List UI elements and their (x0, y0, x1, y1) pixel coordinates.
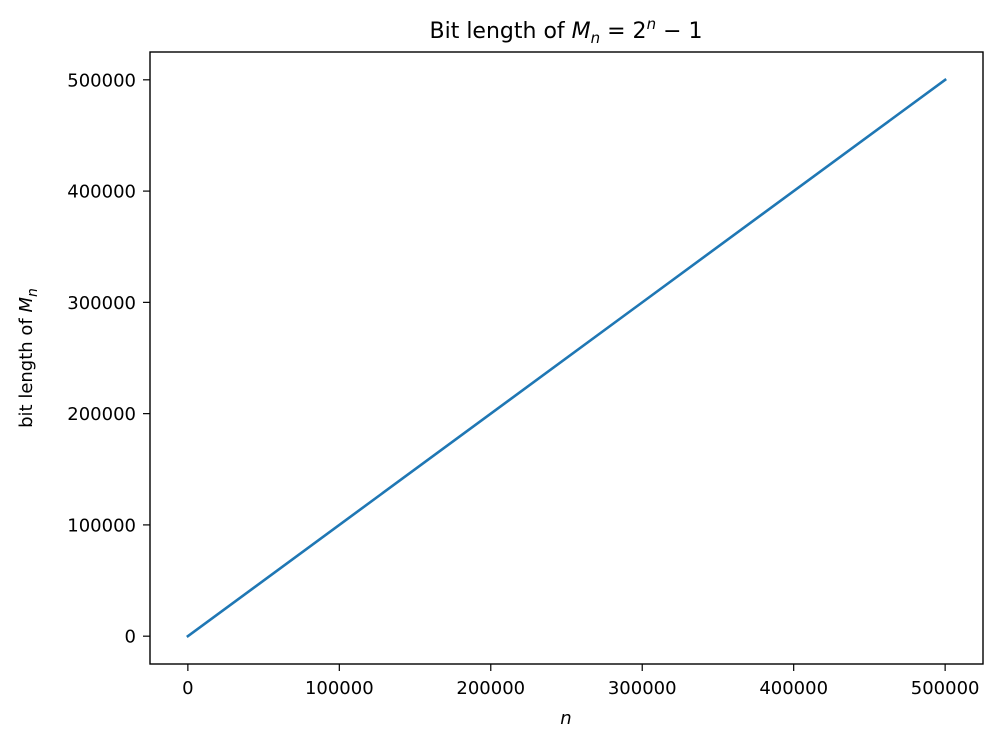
x-tick-label: 300000 (608, 678, 677, 699)
x-axis-label: n (560, 708, 571, 729)
title-var: M (572, 19, 591, 44)
y-tick-label: 300000 (67, 293, 136, 314)
y-axis-label: bit length of Mn (16, 288, 41, 428)
y-tick-label: 400000 (67, 182, 136, 203)
ylabel-var: M (16, 297, 37, 313)
series-line-0 (186, 78, 947, 638)
x-tick-label: 200000 (456, 678, 525, 699)
y-tick-label: 500000 (67, 70, 136, 91)
x-tick-label: 0 (182, 678, 193, 699)
chart-title: Bit length of Mn = 2n − 1 (430, 15, 703, 47)
ylabel-sub: n (25, 288, 41, 297)
x-axis-ticks: 0 100000 200000 300000 400000 500000 (182, 664, 979, 699)
y-tick-label: 100000 (67, 515, 136, 536)
x-tick-label: 500000 (911, 678, 980, 699)
title-eq: = 2 (600, 19, 646, 44)
x-tick-label: 400000 (759, 678, 828, 699)
title-suffix: − 1 (656, 19, 702, 44)
y-axis-ticks: 0 100000 200000 300000 400000 500000 (67, 70, 150, 648)
y-tick-label: 200000 (67, 404, 136, 425)
title-sup: n (647, 15, 657, 33)
plot-area (186, 78, 947, 638)
y-tick-label: 0 (125, 627, 136, 648)
title-sub: n (591, 29, 601, 47)
axes-frame (149, 51, 984, 665)
ylabel-prefix: bit length of (16, 313, 37, 428)
title-prefix: Bit length of (430, 19, 572, 44)
x-tick-label: 100000 (305, 678, 374, 699)
